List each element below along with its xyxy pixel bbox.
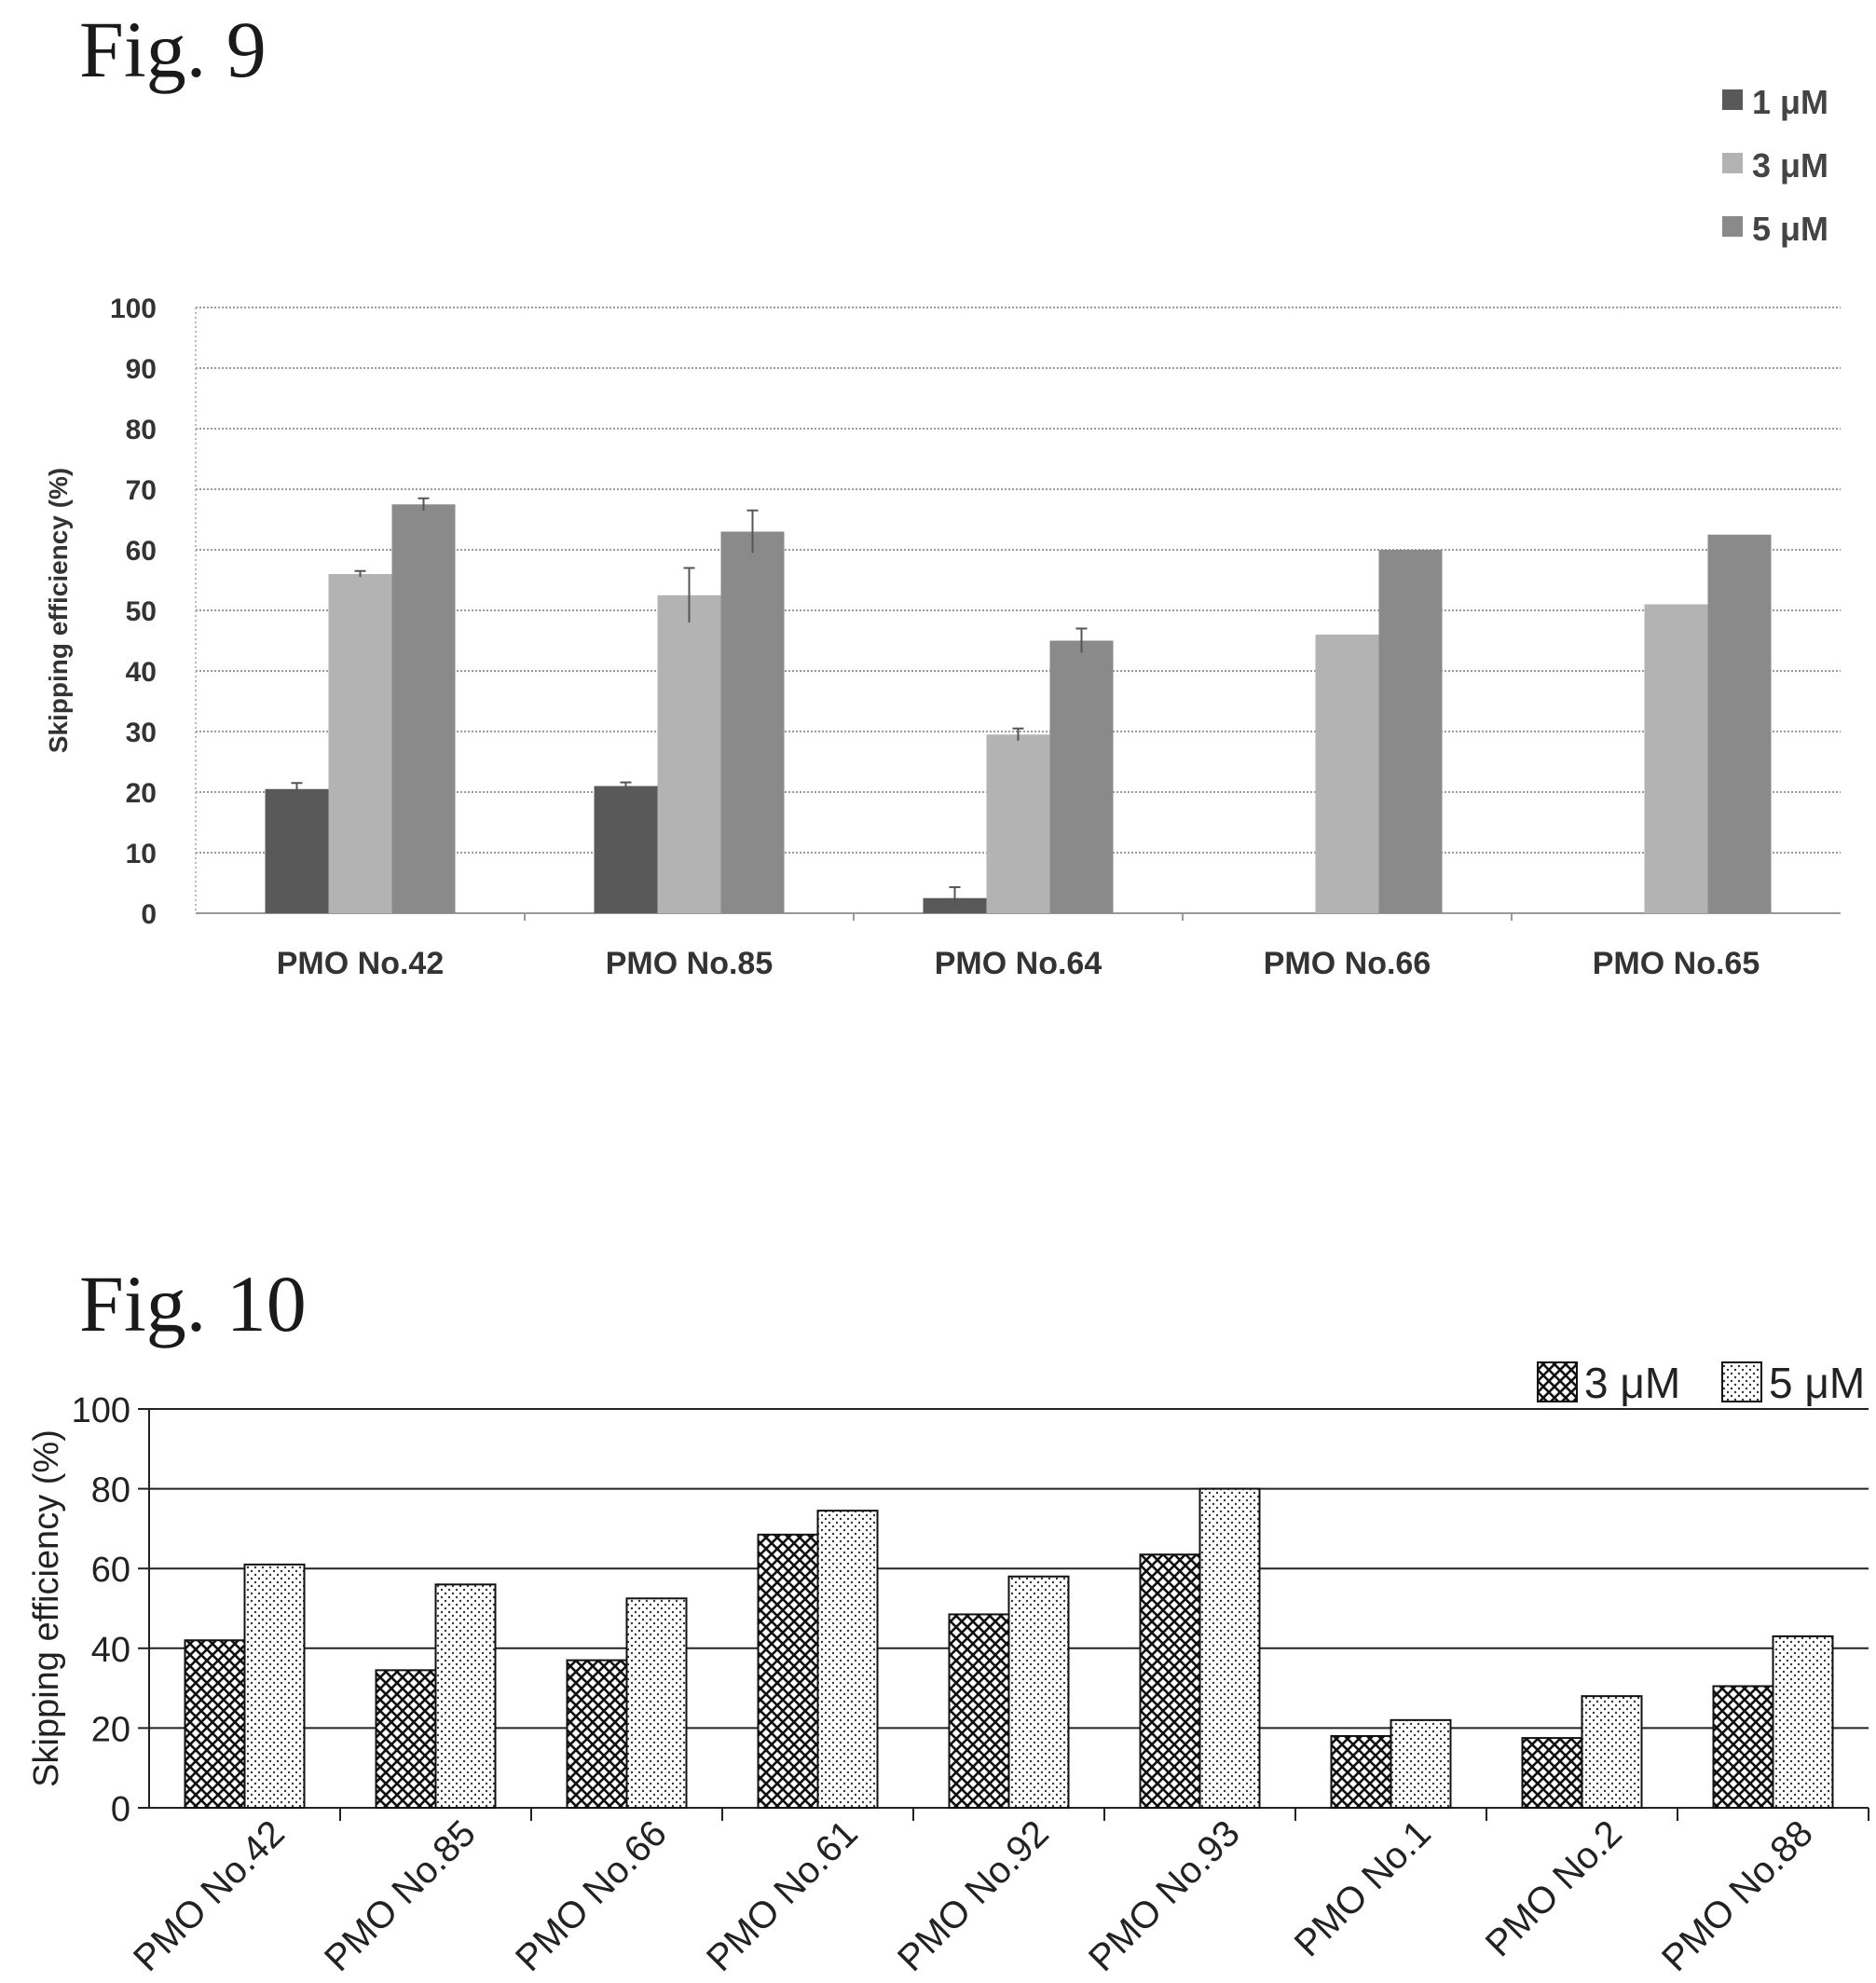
category-label: PMO No.42 [277, 946, 444, 981]
bar [1198, 1487, 1261, 1809]
legend-swatch [1537, 1361, 1578, 1402]
bar [566, 1659, 628, 1810]
bar [265, 788, 329, 913]
bar [1712, 1685, 1774, 1809]
figure-9: Fig. 9 0 10 20 30 40 50 60 70 80 90 100 Skipping ef… [44, 5, 1841, 981]
y-tick-label: 60 [126, 536, 157, 567]
legend-swatch [1722, 216, 1743, 237]
legend-label: 5 μM [1769, 1359, 1865, 1407]
y-tick-label: 30 [126, 718, 157, 748]
category-label: PMO No.66 [1264, 946, 1431, 981]
y-tick-label: 100 [72, 1391, 130, 1430]
legend-swatch [1722, 89, 1743, 110]
bar [328, 574, 392, 913]
category-label: PMO No.2 [1478, 1812, 1630, 1964]
y-tick-label: 40 [91, 1631, 130, 1670]
bar [657, 595, 721, 913]
category-label: PMO No.66 [508, 1812, 675, 1979]
category-label: PMO No.64 [935, 946, 1102, 981]
y-tick-label: 20 [91, 1710, 130, 1749]
y-tick-label: 70 [126, 475, 157, 506]
bar [1378, 550, 1443, 913]
bar [1581, 1695, 1643, 1810]
bar [391, 504, 456, 913]
bar [1007, 1575, 1070, 1810]
category-label: PMO No.92 [890, 1812, 1057, 1979]
y-axis-label: Skipping efficiency (%) [27, 1429, 66, 1787]
bar [625, 1597, 688, 1810]
bar [1330, 1734, 1392, 1809]
category-label: PMO No.42 [126, 1812, 293, 1979]
legend-swatch [1721, 1361, 1762, 1402]
bar [1772, 1634, 1834, 1809]
bar [1644, 604, 1708, 913]
category-label: PMO No.61 [699, 1812, 866, 1979]
category-label: PMO No.85 [317, 1812, 484, 1979]
bar [757, 1533, 819, 1809]
y-tick-label: 90 [126, 354, 157, 385]
bar [184, 1639, 246, 1809]
bar [816, 1510, 879, 1809]
y-axis-label: Skipping efficiency (%) [44, 468, 73, 754]
bar [948, 1613, 1010, 1810]
bar [1707, 534, 1772, 913]
bar [986, 734, 1050, 913]
y-tick-label: 10 [126, 839, 157, 869]
legend-label: 1 μM [1752, 83, 1828, 121]
y-tick-label: 50 [126, 596, 157, 627]
y-tick-label: 100 [110, 294, 157, 324]
bar [594, 786, 658, 913]
bar [1049, 640, 1114, 913]
bar [720, 531, 785, 913]
y-tick-label: 80 [126, 415, 157, 445]
y-tick-label: 80 [91, 1471, 130, 1511]
legend-label: 5 μM [1752, 210, 1828, 248]
bar [243, 1563, 306, 1810]
bar [1390, 1718, 1452, 1809]
category-label: PMO No.85 [606, 946, 773, 981]
y-tick-label: 60 [91, 1551, 130, 1590]
figure-9-label: Fig. 9 [79, 5, 267, 94]
bar [1521, 1737, 1583, 1809]
chart-1: 0 10 20 30 40 50 60 70 80 90 100 Skipping efficienc… [44, 83, 1841, 981]
bar [434, 1583, 497, 1809]
category-label: PMO No.1 [1287, 1812, 1439, 1964]
bar [375, 1669, 437, 1809]
category-label: PMO No.93 [1081, 1812, 1248, 1979]
y-tick-label: 0 [141, 899, 157, 930]
bar [1139, 1553, 1201, 1809]
legend-label: 3 μM [1584, 1359, 1680, 1407]
bar [1315, 635, 1379, 913]
category-label: PMO No.88 [1654, 1812, 1821, 1979]
legend-swatch [1722, 153, 1743, 173]
y-tick-label: 20 [126, 778, 157, 809]
category-label: PMO No.65 [1593, 946, 1760, 981]
figure-10-label: Fig. 10 [79, 1259, 307, 1348]
legend-label: 3 μM [1752, 146, 1828, 185]
y-tick-label: 0 [111, 1790, 130, 1829]
y-tick-label: 40 [126, 657, 157, 688]
